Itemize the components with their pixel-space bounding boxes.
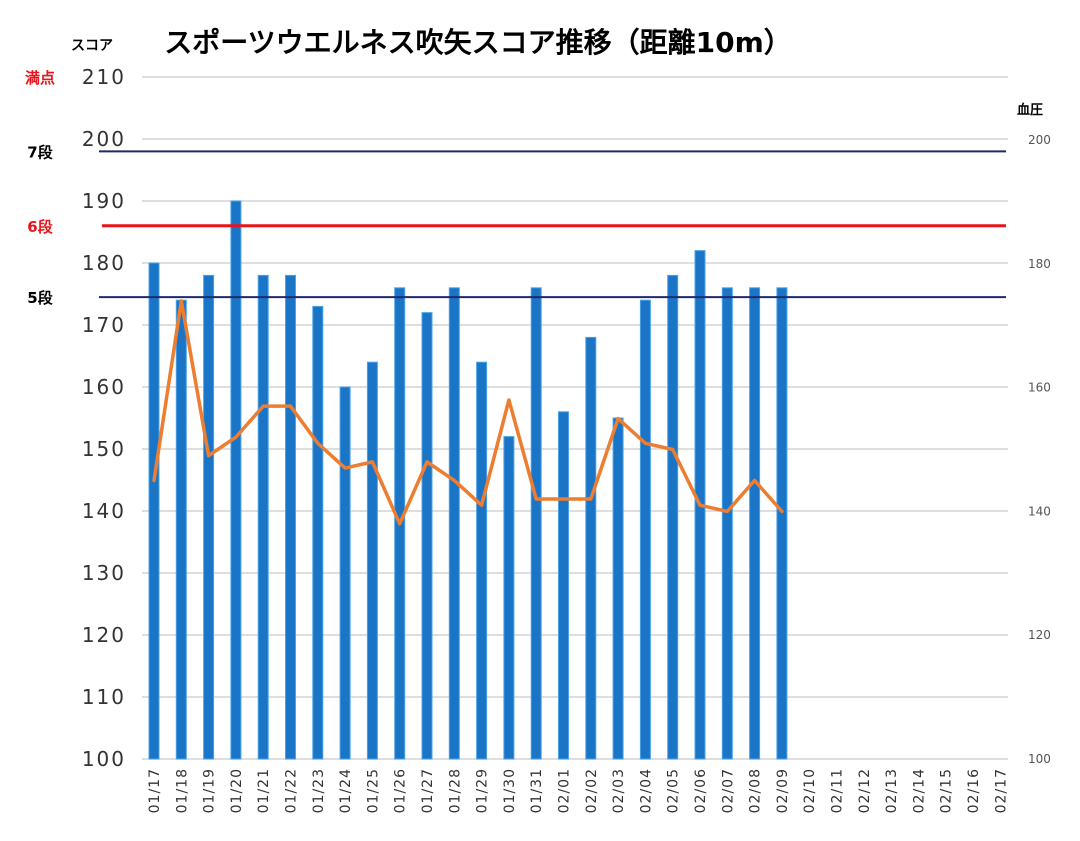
bar [230,200,242,760]
bar [421,312,433,760]
reference-label: 満点 [25,69,55,87]
y-axis-right-ticks: 100 120 140 160 180 200 [1028,133,1051,766]
x-tick-label: 02/03 [611,768,627,813]
x-tick-label: 01/19 [202,768,218,813]
x-axis-ticks: 01/17 01/18 01/19 01/20 01/21 01/22 01/23 01/24… [147,768,1009,813]
x-tick-label: 01/20 [229,768,245,813]
reference-label: 5段 [27,289,52,307]
y-right-tick-label: 160 [1028,381,1051,395]
x-tick-label: 01/18 [174,768,190,813]
x-tick-label: 01/22 [284,768,300,813]
bar [749,287,761,760]
x-tick-label: 02/02 [584,768,600,813]
y-axis-left-label: スコア [71,38,113,54]
y-left-tick-label: 170 [82,313,126,337]
bar [339,386,351,760]
x-tick-label: 02/12 [857,768,873,813]
x-tick-label: 02/13 [884,768,900,813]
x-tick-label: 02/11 [830,768,846,813]
reference-label: 6段 [27,218,52,236]
x-tick-label: 01/24 [338,768,354,813]
chart-title: スポーツウエルネス吹矢スコア推移（距離10m） [164,26,792,59]
x-tick-label: 01/26 [393,768,409,813]
x-tick-label: 02/01 [557,768,573,813]
x-tick-label: 01/27 [420,768,436,813]
y-left-tick-label: 120 [82,623,126,647]
y-axis-right-label: 血圧 [1017,102,1043,118]
y-left-tick-label: 190 [82,189,126,213]
x-tick-label: 01/21 [256,768,272,813]
x-tick-label: 02/07 [720,768,736,813]
bar [203,274,215,760]
x-tick-label: 02/04 [638,768,654,813]
y-right-tick-label: 140 [1028,504,1051,518]
x-tick-label: 01/17 [147,768,163,813]
bar [285,274,296,760]
x-tick-label: 02/08 [748,768,764,813]
bar [530,287,542,760]
y-left-tick-label: 210 [82,65,126,89]
bar [776,287,788,760]
reference-label: 7段 [27,143,52,161]
bar [257,274,269,760]
bar [558,411,569,760]
x-tick-label: 02/16 [966,768,982,813]
y-left-tick-label: 130 [82,561,126,585]
bar [585,336,597,760]
x-tick-label: 02/17 [993,768,1009,813]
x-tick-label: 01/25 [365,768,381,813]
x-tick-label: 02/10 [802,768,818,813]
x-tick-label: 02/09 [775,768,791,813]
reference-lines [99,150,1006,299]
x-tick-label: 02/14 [911,768,927,813]
y-axis-left-ticks: 100 110 120 130 140 150 160 170 180 190 200 210 [82,65,126,771]
series-line [152,299,784,526]
x-tick-label: 01/29 [475,768,491,813]
bar [448,287,460,760]
y-right-tick-label: 120 [1028,628,1051,642]
bar [148,262,160,760]
bar [476,361,488,760]
x-tick-label: 02/15 [939,768,955,813]
bar [639,299,651,760]
y-left-tick-label: 200 [82,127,126,151]
x-tick-label: 02/05 [666,768,682,813]
bar [175,299,187,760]
reference-labels: 満点 7段 6段 5段 [25,69,55,307]
y-right-tick-label: 100 [1028,752,1051,766]
y-left-tick-label: 150 [82,437,126,461]
y-left-tick-label: 140 [82,499,126,523]
x-tick-label: 01/23 [311,768,327,813]
bar [721,287,733,760]
y-right-tick-label: 200 [1028,133,1051,147]
x-tick-label: 01/30 [502,768,518,813]
line-series [152,299,784,526]
y-left-tick-label: 100 [82,747,126,771]
x-tick-label: 01/28 [447,768,463,813]
bar [366,361,378,760]
y-left-tick-label: 110 [82,685,126,709]
y-right-tick-label: 180 [1028,257,1051,271]
bar [612,417,624,760]
y-left-tick-label: 160 [82,375,126,399]
y-left-tick-label: 180 [82,251,126,275]
x-tick-label: 01/31 [529,768,545,813]
bar [667,274,679,760]
bar [312,305,324,760]
bar [503,436,515,760]
x-tick-label: 02/06 [693,768,709,813]
